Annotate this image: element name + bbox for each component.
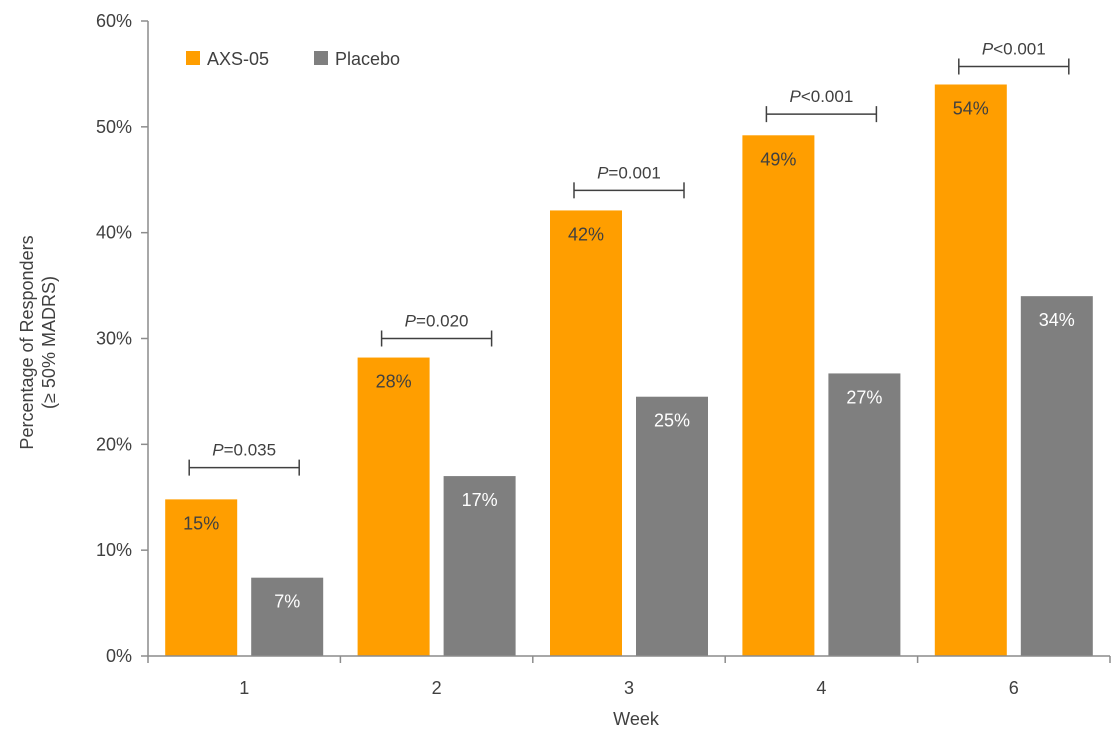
data-label: 25% [654, 411, 690, 431]
bar-placebo [1020, 296, 1093, 656]
bar-axs05 [550, 210, 622, 657]
y-tick-label: 20% [96, 434, 132, 454]
p-value-annotations: P=0.035 P=0.020 P=0.001 P<0.001 P<0.001 [188, 40, 1070, 476]
bar-placebo [636, 396, 708, 656]
data-label: 27% [846, 387, 882, 407]
y-tick-label: 30% [96, 329, 132, 349]
y-tick-label: 50% [96, 117, 132, 137]
p-value-label: P=0.001 [597, 163, 661, 182]
p-value-label: P=0.035 [212, 441, 276, 460]
data-label: 42% [568, 224, 604, 244]
bar-placebo [443, 476, 516, 656]
legend-swatch-placebo [314, 51, 328, 65]
p-value-label: P=0.020 [405, 312, 469, 331]
x-tick-label: 1 [239, 678, 249, 698]
legend-swatch-axs05 [186, 51, 200, 65]
x-axis: 1 2 3 4 6 [147, 655, 1111, 698]
y-axis-title-line: Percentage of Responders [17, 235, 37, 449]
data-label: 7% [274, 592, 300, 612]
bar-placebo [251, 577, 324, 656]
y-tick-label: 60% [96, 11, 132, 31]
bar-series: 15% 7% 28% 17% 42% 25% 49% 27% 54% 34% [165, 84, 1093, 657]
x-tick-label: 3 [624, 678, 634, 698]
y-axis-title-line: (≥ 50% MADRS) [39, 276, 59, 409]
data-label: 49% [760, 149, 796, 169]
bar-axs05 [742, 135, 815, 657]
data-label: 17% [462, 490, 498, 510]
bar-axs05 [934, 84, 1007, 656]
bar-axs05 [165, 499, 238, 656]
x-tick-label: 2 [432, 678, 442, 698]
p-value-label: P<0.001 [789, 87, 853, 106]
bar-placebo [828, 373, 901, 656]
data-label: 54% [953, 99, 989, 119]
data-label: 15% [183, 513, 219, 533]
x-axis-title: Week [613, 709, 660, 729]
y-tick-label: 10% [96, 540, 132, 560]
y-tick-label: 40% [96, 223, 132, 243]
y-axis-title: Percentage of Responders (≥ 50% MADRS) [17, 235, 59, 449]
p-value-label: P<0.001 [982, 40, 1046, 59]
x-tick-label: 4 [816, 678, 826, 698]
data-label: 28% [376, 372, 412, 392]
y-tick-label: 0% [106, 646, 132, 666]
bar-axs05 [357, 357, 430, 656]
x-tick-label: 6 [1009, 678, 1019, 698]
legend-label-placebo: Placebo [335, 49, 400, 69]
legend: AXS-05 Placebo [186, 49, 400, 69]
legend-label-axs05: AXS-05 [207, 49, 269, 69]
data-label: 34% [1039, 310, 1075, 330]
y-axis: 0% 10% 20% 30% 40% 50% 60% [96, 11, 149, 666]
